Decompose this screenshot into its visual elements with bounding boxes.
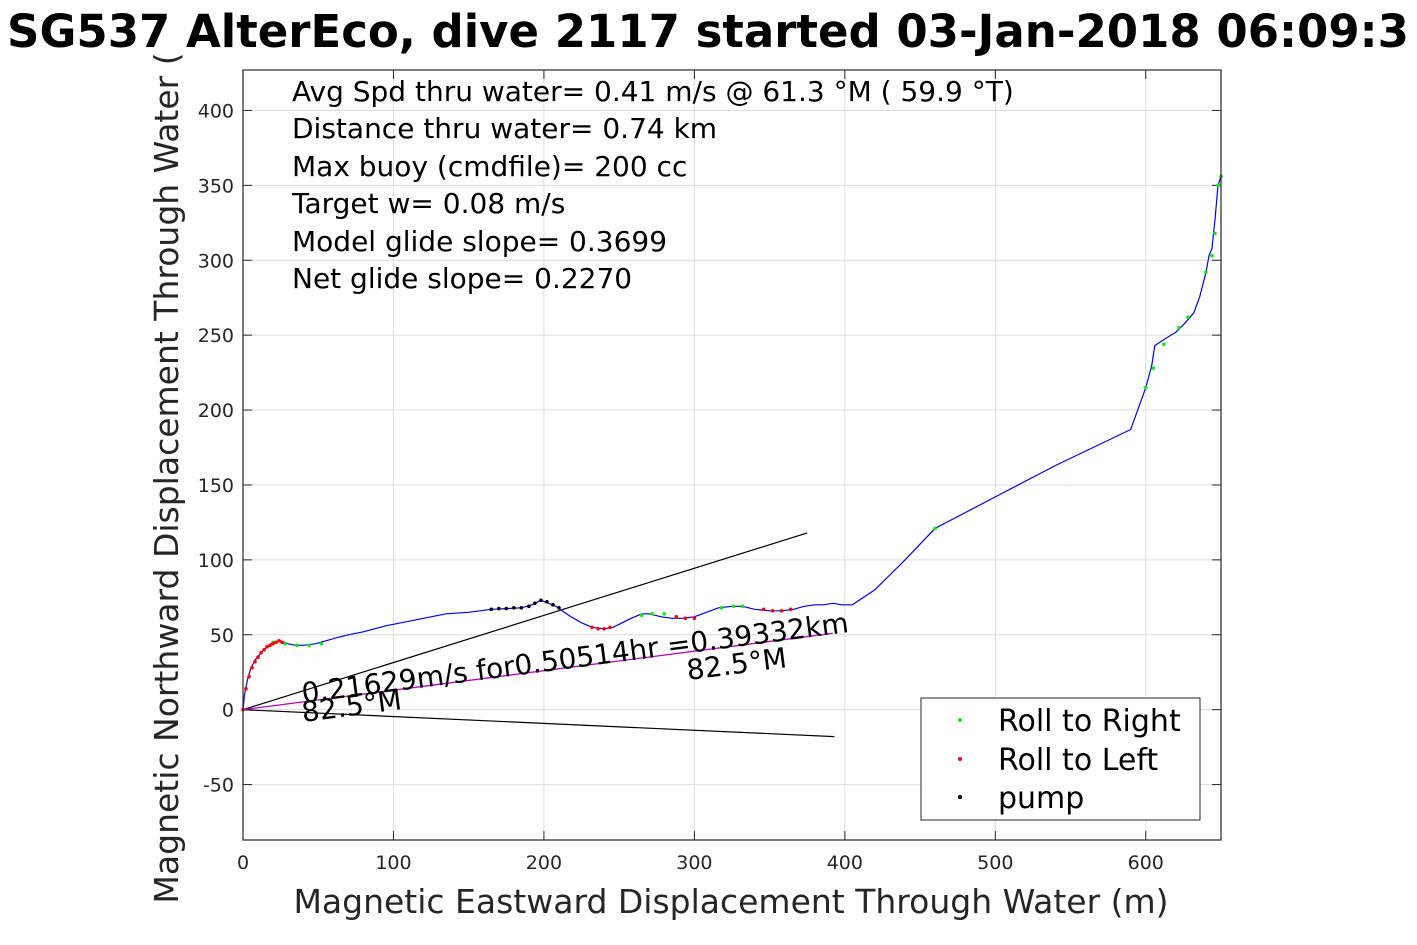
roll-to-left-point: [262, 647, 266, 652]
target-w-text: Target w= 0.08 m/s: [291, 187, 565, 220]
pump-point: [496, 606, 501, 611]
roll-to-left-point: [770, 608, 775, 613]
roll-to-right-point: [933, 526, 937, 531]
roll-to-right-point: [1210, 253, 1214, 258]
roll-to-right-point: [1177, 325, 1181, 330]
axes-box: [242, 69, 1222, 841]
roll-to-left-point: [253, 659, 257, 664]
x-tick-label: 200: [526, 852, 562, 874]
y-tick-label: -50: [203, 775, 234, 797]
roll-to-left-point: [244, 686, 248, 691]
roll-to-left-point: [280, 640, 284, 645]
pump-point: [527, 604, 531, 609]
roll-to-left-point: [256, 655, 260, 660]
roll-to-right-point: [719, 606, 724, 610]
pump-point: [551, 603, 555, 607]
roll-to-left-point: [779, 608, 784, 613]
roll-to-left-point: [596, 626, 600, 631]
roll-to-left-point: [274, 640, 278, 645]
legend-pump: pump: [998, 781, 1084, 816]
roll-to-left-point: [683, 616, 688, 621]
y-tick-label: 100: [198, 550, 234, 572]
roll-to-left-point: [761, 607, 766, 612]
roll-to-left-point: [259, 650, 263, 655]
y-tick-label: 0: [222, 700, 234, 722]
legend-marker-roll-left: [958, 757, 962, 761]
legend-roll-left: Roll to Left: [998, 743, 1158, 778]
net-speed-line: [242, 632, 833, 711]
avg-speed-text: Avg Spd thru water= 0.41 m/s @ 61.3 °M (…: [292, 75, 1014, 108]
heading-cone-line: [242, 709, 835, 738]
legend-box: [920, 697, 1201, 821]
roll-to-right-point: [639, 613, 644, 618]
legend-marker-roll-right: [958, 718, 962, 722]
x-tick-label: 600: [1128, 852, 1164, 874]
model-glide-text: Model glide slope= 0.3699: [292, 225, 667, 258]
x-tick-label: 500: [977, 852, 1013, 874]
roll-to-left-point: [277, 638, 281, 643]
roll-to-right-point: [1216, 183, 1220, 188]
x-axis-label: Magnetic Eastward Displacement Through W…: [293, 882, 1168, 921]
y-tick-label: 400: [198, 100, 234, 122]
net-glide-text: Net glide slope= 0.2270: [292, 262, 632, 295]
pump-point: [533, 601, 537, 606]
axis-ticks: 0 100 200 300 400 500 600 -50 0 50 100 150 200 250 300…: [198, 70, 1221, 874]
roll-to-left-point: [268, 643, 272, 648]
pump-point: [504, 606, 509, 611]
pump-point: [489, 607, 494, 612]
roll-to-right-point: [283, 641, 287, 646]
y-tick-label: 250: [198, 325, 234, 347]
x-tick-label: 0: [237, 852, 249, 874]
legend-marker-pump: [958, 795, 962, 799]
y-axis-label: Magnetic Northward Displacement Through …: [147, 52, 186, 903]
track-line: [242, 176, 1222, 710]
pump-point: [539, 598, 543, 603]
y-tick-label: 300: [198, 250, 234, 272]
roll-to-right-point: [295, 643, 299, 648]
pump-point: [545, 600, 549, 604]
pump-point: [519, 606, 524, 610]
pump-point: [512, 606, 516, 610]
x-tick-label: 400: [827, 852, 863, 874]
roll-to-right-point: [650, 611, 655, 616]
roll-to-left-point: [608, 625, 612, 630]
heading-cone-line: [242, 532, 808, 711]
y-tick-label: 150: [198, 475, 234, 497]
roll-to-right-point: [1204, 270, 1208, 275]
roll-to-left-point: [692, 616, 697, 621]
x-tick-label: 100: [375, 852, 411, 874]
chart-title: SG537 AlterEco, dive 2117 started 03-Jan…: [7, 5, 1409, 58]
roll-to-left-point: [788, 607, 793, 612]
roll-to-right-point: [1213, 231, 1217, 236]
data-series: [241, 174, 1223, 712]
roll-to-left-point: [247, 674, 251, 679]
roll-to-left-point: [265, 644, 269, 649]
roll-to-right-point: [731, 604, 736, 609]
roll-to-right-point: [662, 611, 667, 616]
pump-point: [557, 606, 561, 610]
roll-to-right-point: [740, 604, 745, 609]
distance-text: Distance thru water= 0.74 km: [292, 112, 717, 145]
roll-to-right-point: [1186, 315, 1190, 319]
roll-to-right-point: [1143, 385, 1148, 390]
stats-annotations: Avg Spd thru water= 0.41 m/s @ 61.3 °M (…: [291, 75, 1014, 295]
roll-to-right-point: [1162, 342, 1166, 346]
legend: Roll to Right Roll to Left pump: [920, 697, 1201, 821]
x-tick-label: 300: [676, 852, 712, 874]
y-tick-label: 50: [210, 625, 234, 647]
y-tick-label: 350: [198, 175, 234, 197]
roll-to-right-point: [1151, 366, 1156, 370]
roll-to-right-point: [307, 643, 312, 648]
legend-roll-right: Roll to Right: [998, 704, 1181, 739]
y-tick-label: 200: [198, 400, 234, 422]
roll-to-left-point: [250, 665, 254, 670]
roll-to-right-point: [319, 641, 324, 646]
roll-to-left-point: [590, 625, 594, 630]
max-buoy-text: Max buoy (cmdfile)= 200 cc: [292, 150, 687, 183]
roll-to-left-point: [602, 626, 606, 631]
heading-lines: [242, 532, 835, 738]
roll-to-left-point: [271, 641, 275, 646]
roll-to-left-point: [674, 614, 679, 619]
